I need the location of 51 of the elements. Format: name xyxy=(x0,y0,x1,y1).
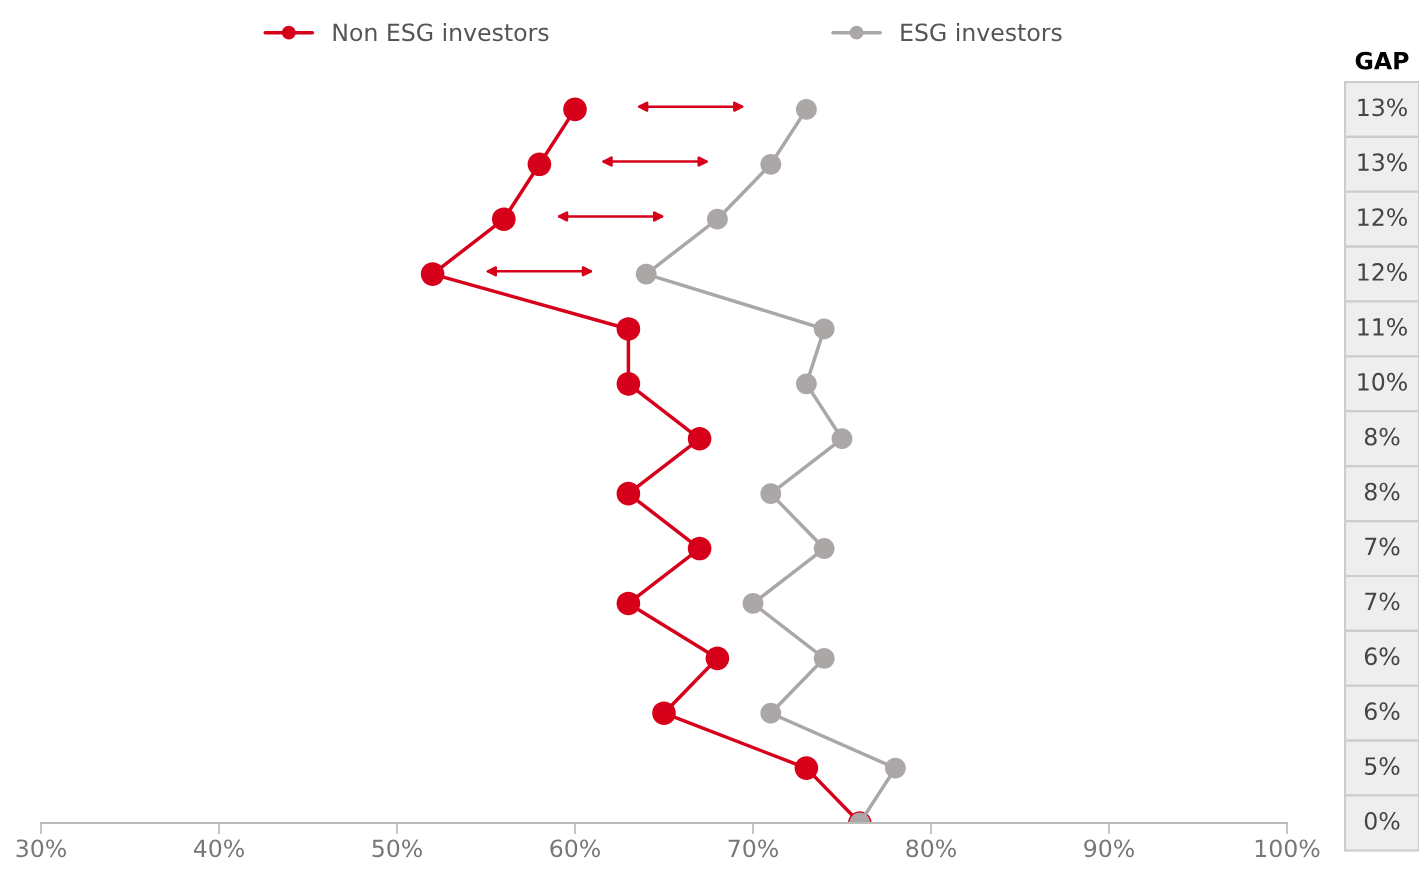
x-tick-label: 40% xyxy=(193,839,244,858)
point xyxy=(795,98,817,120)
point xyxy=(616,481,641,506)
legend-label: ESG investors xyxy=(901,22,1062,42)
text: 12% xyxy=(1358,208,1407,227)
point xyxy=(527,152,552,177)
point xyxy=(705,646,730,671)
legend-label: Non ESG investors xyxy=(333,22,549,42)
point xyxy=(635,263,657,285)
text: 6% xyxy=(1364,702,1400,721)
x-tick-label: 50% xyxy=(372,839,422,858)
text: 5% xyxy=(1365,757,1400,775)
point xyxy=(420,262,445,286)
text: 11% xyxy=(1358,317,1407,336)
text: 7% xyxy=(1365,537,1400,556)
point xyxy=(760,702,782,724)
x-tick-label: 80% xyxy=(906,839,956,858)
point xyxy=(813,647,835,669)
point xyxy=(813,538,835,559)
point xyxy=(687,536,712,561)
x-tick-label: 60% xyxy=(550,839,600,858)
text: 8% xyxy=(1364,427,1400,446)
text: 0% xyxy=(1364,811,1400,830)
point xyxy=(795,373,817,395)
x-tick-label: 100% xyxy=(1255,839,1320,858)
x-tick-label: 90% xyxy=(1084,839,1134,858)
text: 7% xyxy=(1365,592,1400,611)
text: 10% xyxy=(1358,372,1407,391)
point xyxy=(616,591,641,616)
point xyxy=(652,701,676,726)
text: 6% xyxy=(1364,647,1400,666)
point xyxy=(491,207,516,231)
text: 12% xyxy=(1358,263,1407,281)
text: 8% xyxy=(1364,482,1400,501)
text: 13% xyxy=(1358,153,1407,172)
text: GAP xyxy=(1355,51,1409,70)
point xyxy=(742,593,764,614)
point xyxy=(616,317,641,341)
text: 13% xyxy=(1358,98,1407,117)
point xyxy=(831,428,853,450)
point xyxy=(687,426,712,451)
point xyxy=(616,372,641,396)
point xyxy=(760,153,782,175)
point xyxy=(760,483,782,505)
point xyxy=(794,756,819,780)
x-tick-label: 30% xyxy=(16,839,66,858)
x-tick-label: 70% xyxy=(728,839,778,858)
point xyxy=(884,757,906,779)
point xyxy=(813,318,835,340)
point xyxy=(706,208,728,230)
point xyxy=(563,97,587,122)
